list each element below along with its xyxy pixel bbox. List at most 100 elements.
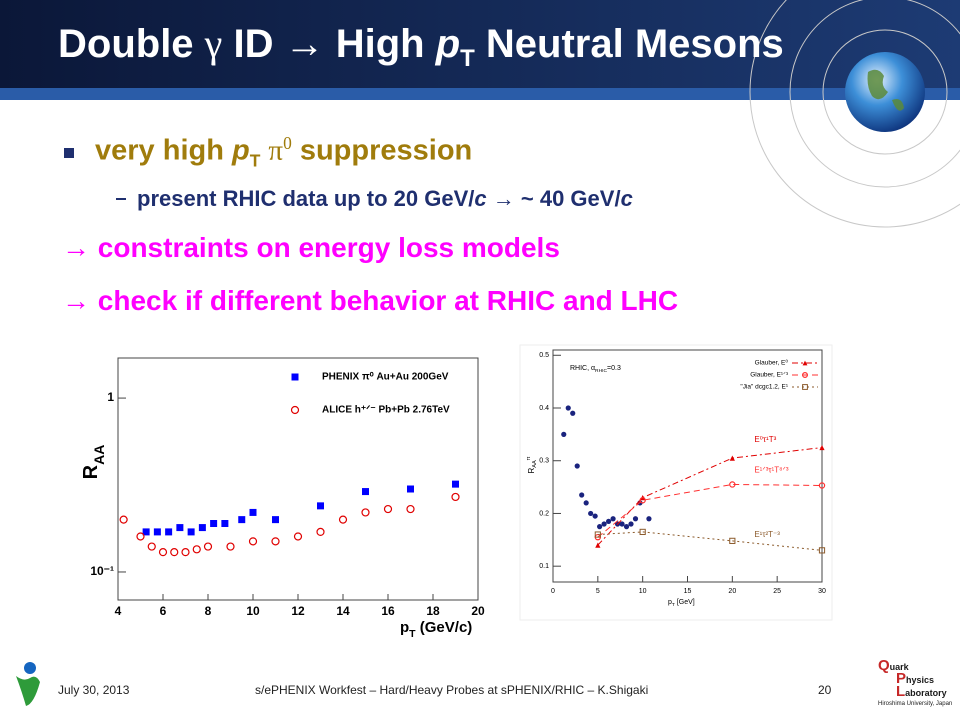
title-text: Neutral Mesons — [474, 22, 784, 66]
curve-label: E⁰τ¹T³ — [754, 435, 776, 444]
y-axis-label-part: R — [527, 468, 536, 474]
plot-frame — [117, 357, 479, 601]
bullet-text: p — [232, 134, 250, 167]
marker — [588, 510, 594, 517]
x-axis-label-part: T — [409, 628, 416, 640]
left-logo — [16, 662, 40, 706]
x-axis-label-part: p — [400, 619, 409, 636]
marker — [271, 537, 280, 546]
x-tick-label: 18 — [426, 604, 440, 618]
x-tick-label: 30 — [818, 588, 826, 595]
marker — [646, 516, 652, 522]
x-tick-label: 20 — [471, 604, 485, 618]
y-tick-label: 0.3 — [539, 458, 549, 465]
marker — [187, 528, 195, 536]
legend-label: Glauber, E¹ᐟ³ — [750, 372, 789, 379]
annotation-part: RHIC — [595, 368, 607, 374]
marker — [338, 515, 348, 524]
bullet-text: very high — [95, 134, 232, 167]
x-tick-label: 8 — [205, 604, 212, 618]
logo-initial: L — [896, 683, 906, 700]
logo-initial: P — [896, 670, 907, 687]
marker — [291, 373, 299, 381]
title-subscript: T — [460, 45, 475, 72]
marker — [153, 528, 161, 536]
marker — [361, 508, 370, 517]
marker — [623, 524, 630, 530]
y-tick-label: 10⁻¹ — [90, 564, 114, 578]
bullet-text: suppression — [291, 134, 473, 167]
curve-label: E¹ᐟ³τ¹T⁸ᐟ³ — [754, 466, 789, 475]
x-tick-label: 20 — [728, 588, 736, 595]
marker — [801, 372, 808, 379]
marker — [632, 516, 639, 522]
x-axis-label-part: p — [668, 599, 672, 606]
globe-land — [867, 69, 904, 111]
y-axis-label-part: R — [80, 464, 102, 479]
marker — [802, 384, 808, 390]
x-axis-label-part: [GeV] — [675, 599, 695, 606]
header-stripe — [0, 88, 960, 100]
sub-bullet-text: → ~ 40 GeV/ — [486, 186, 621, 211]
x-tick-label: 5 — [596, 588, 600, 595]
marker — [221, 520, 229, 528]
title-symbol: γ — [204, 21, 223, 66]
x-tick-label: 10 — [639, 588, 647, 595]
marker — [317, 502, 324, 510]
logo-text: Hiroshima University, Japan — [878, 701, 953, 707]
logo-text: aboratory — [905, 688, 947, 698]
marker — [362, 488, 369, 496]
conclusion: → check if different behavior at RHIC an… — [62, 285, 679, 316]
marker — [619, 521, 625, 527]
curve-label: E¹τ²T⁻³ — [754, 530, 780, 539]
marker — [406, 504, 415, 514]
marker — [729, 455, 735, 461]
logo-line: Hiroshima University, Japan — [878, 699, 952, 710]
marker — [272, 516, 279, 524]
marker — [119, 515, 128, 524]
conclusion: → constraints on energy loss models — [62, 232, 560, 263]
sub-bullet-text: c — [620, 186, 633, 211]
logo-line: Physics — [878, 670, 952, 687]
footer-date: July 30, 2013 — [58, 683, 130, 697]
marker — [293, 532, 303, 541]
marker — [203, 542, 213, 551]
logo-line: Quark — [878, 657, 952, 674]
x-tick-label: 16 — [381, 604, 395, 618]
lab-logo: Quark Physics Laboratory Hiroshima Unive… — [878, 657, 952, 710]
y-axis-label: RAA — [80, 445, 106, 480]
marker — [818, 547, 826, 554]
x-axis-label: pT [GeV] — [668, 599, 695, 608]
marker — [729, 481, 736, 488]
logo-initial: Q — [878, 657, 890, 674]
series-line — [597, 483, 823, 538]
decor-arcs — [749, 0, 960, 228]
marker — [142, 528, 150, 536]
bullet-marker — [64, 148, 74, 158]
x-tick-label: 15 — [684, 588, 692, 595]
x-axis-label-part: T — [672, 602, 675, 608]
title-text: ID → High — [222, 22, 436, 66]
sub-bullet-marker — [116, 198, 126, 200]
series-line — [597, 531, 823, 551]
legend-label: ALICE h⁺ᐟ⁻ Pb+Pb 2.76TeV — [322, 405, 450, 416]
x-tick-label: 25 — [773, 588, 781, 595]
marker — [248, 537, 258, 546]
marker — [639, 528, 646, 536]
y-tick-label: 0.2 — [539, 510, 549, 517]
marker — [597, 524, 603, 530]
bullet-superscript: 0 — [283, 133, 292, 153]
marker — [249, 508, 257, 516]
annotation-part: =0.3 — [607, 365, 621, 372]
logo-text: uark — [889, 662, 909, 672]
y-tick-label: 0.5 — [539, 352, 549, 359]
marker — [639, 497, 646, 504]
marker — [592, 513, 598, 519]
x-axis-label-part: (GeV/c) — [416, 619, 473, 636]
legend-label: PHENIX π⁰ Au+Au 200GeV — [322, 372, 449, 383]
legend-label: "Jia" dcgc1.2, E¹ — [740, 384, 788, 391]
title-text: Double — [58, 22, 205, 66]
